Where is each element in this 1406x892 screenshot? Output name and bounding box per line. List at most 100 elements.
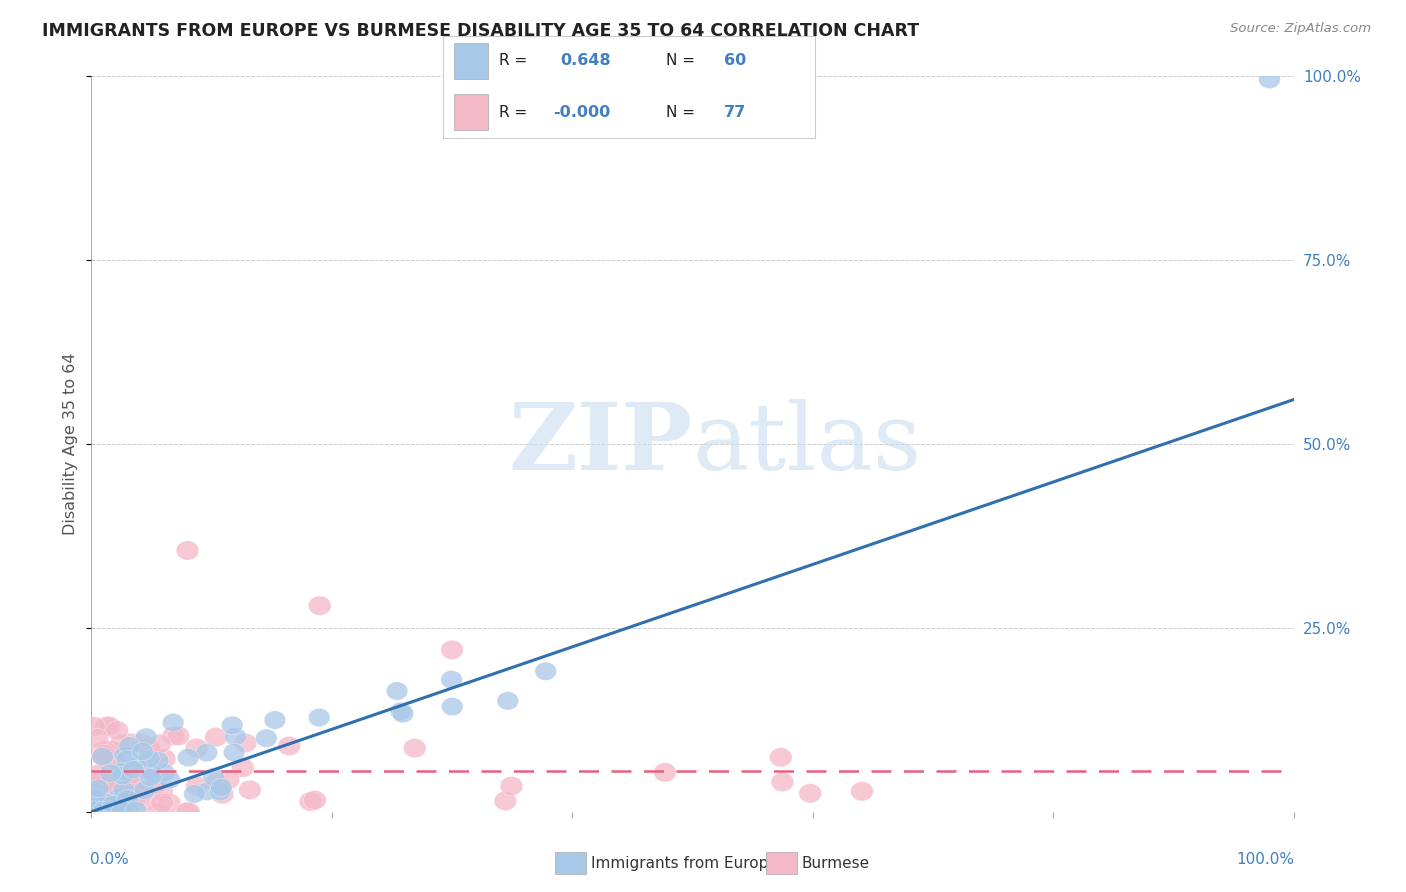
Ellipse shape [139,768,162,787]
Ellipse shape [150,782,173,802]
Text: 60: 60 [724,54,747,69]
Ellipse shape [392,705,413,723]
Ellipse shape [153,749,176,768]
Ellipse shape [118,737,141,755]
Ellipse shape [84,782,105,801]
Ellipse shape [232,758,254,777]
Ellipse shape [93,801,114,820]
Ellipse shape [217,770,240,789]
Ellipse shape [134,759,156,779]
Ellipse shape [84,788,105,806]
Ellipse shape [83,783,105,803]
Ellipse shape [211,779,232,797]
Ellipse shape [404,739,426,758]
Ellipse shape [799,784,821,803]
Ellipse shape [440,640,464,659]
Ellipse shape [125,801,146,820]
Text: Immigrants from Europe: Immigrants from Europe [591,856,778,871]
Ellipse shape [117,750,138,769]
Ellipse shape [83,801,104,820]
Ellipse shape [83,779,105,798]
Ellipse shape [97,774,120,793]
Ellipse shape [132,742,153,761]
Ellipse shape [129,733,153,753]
Ellipse shape [498,691,519,710]
Ellipse shape [83,777,105,796]
Ellipse shape [120,764,143,784]
Ellipse shape [177,802,200,822]
Ellipse shape [224,743,245,762]
Ellipse shape [100,764,121,782]
Ellipse shape [86,764,110,784]
Ellipse shape [851,781,873,801]
Ellipse shape [205,772,228,792]
Ellipse shape [138,739,160,758]
Ellipse shape [89,802,111,822]
Ellipse shape [150,793,173,813]
Text: -0.000: -0.000 [553,104,610,120]
Ellipse shape [205,728,228,747]
Ellipse shape [98,716,121,736]
Ellipse shape [159,771,180,789]
Ellipse shape [124,789,146,808]
Ellipse shape [83,717,105,736]
Ellipse shape [494,791,517,811]
Ellipse shape [132,792,155,812]
Ellipse shape [105,721,128,740]
Ellipse shape [118,801,139,820]
Ellipse shape [239,780,262,799]
Text: IMMIGRANTS FROM EUROPE VS BURMESE DISABILITY AGE 35 TO 64 CORRELATION CHART: IMMIGRANTS FROM EUROPE VS BURMESE DISABI… [42,22,920,40]
Ellipse shape [278,737,301,756]
Ellipse shape [1258,70,1281,88]
Ellipse shape [112,780,135,799]
Ellipse shape [90,742,112,762]
Ellipse shape [114,746,135,764]
Ellipse shape [103,796,124,814]
Ellipse shape [195,743,218,762]
Ellipse shape [162,714,184,731]
Ellipse shape [111,801,134,820]
Ellipse shape [108,789,129,806]
Ellipse shape [654,763,676,782]
Text: 0.0%: 0.0% [90,852,129,867]
Ellipse shape [184,785,205,803]
Ellipse shape [211,785,233,804]
Ellipse shape [96,750,120,770]
Text: Source: ZipAtlas.com: Source: ZipAtlas.com [1230,22,1371,36]
Text: Burmese: Burmese [801,856,869,871]
Ellipse shape [225,728,246,746]
Ellipse shape [91,745,114,764]
Ellipse shape [103,802,125,822]
Ellipse shape [100,740,122,760]
Ellipse shape [124,780,146,800]
Ellipse shape [104,802,127,822]
Ellipse shape [91,772,115,791]
Ellipse shape [534,662,557,681]
Ellipse shape [186,776,208,796]
Ellipse shape [186,739,208,757]
FancyBboxPatch shape [454,95,488,130]
Ellipse shape [146,802,170,822]
Text: 0.648: 0.648 [560,54,610,69]
Ellipse shape [94,740,117,760]
Text: R =: R = [499,104,527,120]
Ellipse shape [501,776,523,796]
Ellipse shape [128,786,150,805]
Ellipse shape [120,733,142,753]
Ellipse shape [304,790,326,810]
Ellipse shape [111,766,134,785]
Ellipse shape [98,788,121,807]
Ellipse shape [91,747,114,766]
Ellipse shape [125,789,148,808]
Ellipse shape [134,781,156,799]
Ellipse shape [308,708,330,727]
Ellipse shape [93,802,115,822]
Ellipse shape [83,777,105,796]
Ellipse shape [139,749,160,768]
Ellipse shape [96,793,117,812]
Ellipse shape [122,760,143,779]
Ellipse shape [162,726,184,746]
Ellipse shape [104,801,125,820]
Ellipse shape [769,747,792,767]
Ellipse shape [93,801,115,820]
